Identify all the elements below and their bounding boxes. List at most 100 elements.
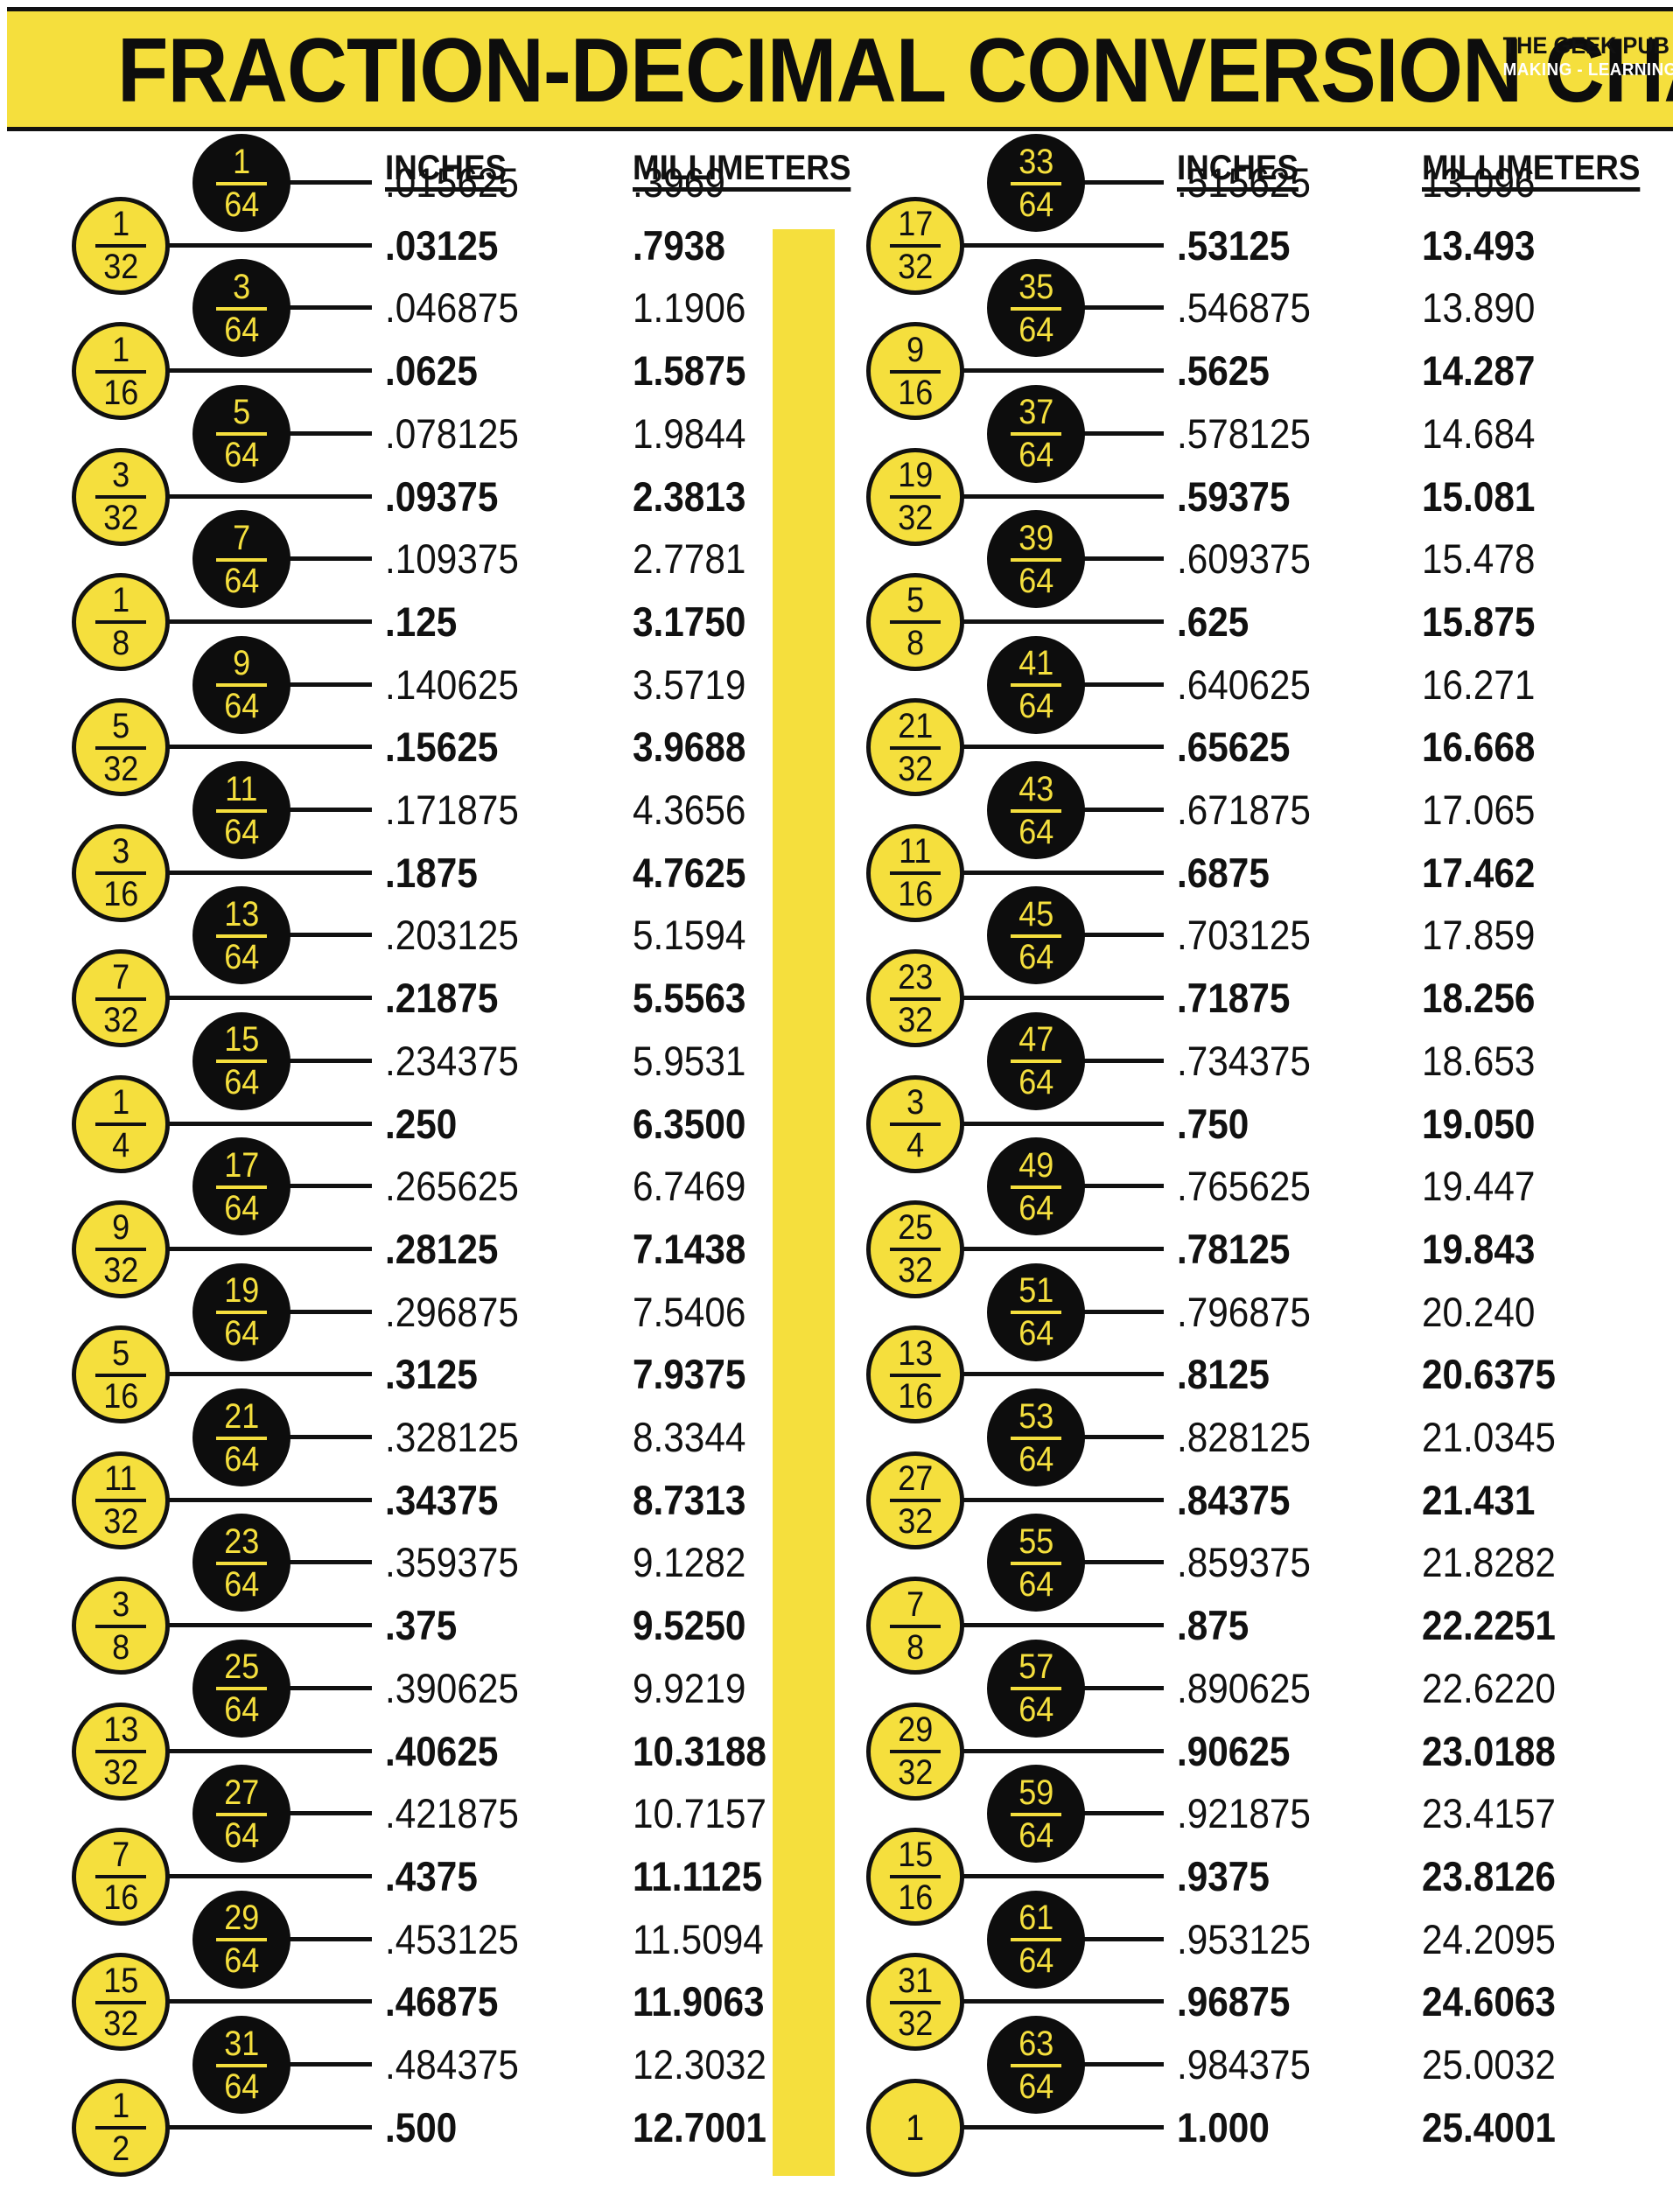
fraction-bubble: 5 16 (72, 1325, 170, 1424)
fraction-bubble: 23 64 (192, 1514, 290, 1612)
fraction-denominator: 32 (102, 499, 139, 537)
fraction-numerator: 17 (223, 1145, 260, 1185)
fraction-bubble: 17 32 (866, 196, 964, 295)
fraction-denominator: 64 (1018, 937, 1054, 976)
fraction-bubble: 13 16 (866, 1325, 964, 1424)
fraction-numerator: 1 (906, 2106, 925, 2148)
inches-value: .734375 (1177, 1037, 1311, 1084)
fraction-denominator: 16 (102, 1376, 139, 1416)
inches-value: .453125 (385, 1915, 519, 1962)
fraction-numerator: 19 (223, 1271, 260, 1311)
fraction-bar (1011, 557, 1061, 562)
inches-value: .140625 (385, 661, 519, 708)
fraction-bubble: 11 32 (72, 1451, 170, 1549)
connector-line (166, 1497, 372, 1502)
inches-value: .28125 (385, 1225, 499, 1272)
inches-value: .1875 (385, 849, 478, 896)
fraction-numerator: 23 (897, 957, 934, 997)
fraction-bubble: 15 64 (192, 1011, 290, 1110)
fraction-denominator: 32 (102, 248, 139, 287)
inches-value: .59375 (1177, 472, 1291, 520)
fraction-denominator: 32 (897, 1753, 934, 1792)
fraction-bar (95, 2000, 146, 2004)
fraction-numerator: 7 (111, 957, 130, 997)
millimeters-value: 3.9688 (633, 724, 746, 771)
inches-value: .8125 (1177, 1351, 1270, 1398)
brand-tagline: MAKING - LEARNING (1502, 59, 1673, 80)
fraction-denominator: 64 (1018, 310, 1054, 349)
connector-line (1082, 933, 1164, 938)
fraction-numerator: 9 (111, 1208, 130, 1248)
fraction-denominator: 32 (102, 1251, 139, 1290)
inches-value: .5625 (1177, 347, 1270, 395)
fraction-denominator: 8 (906, 1627, 925, 1667)
table-row: 25 64.390625 9.9219 (0, 1639, 1680, 1738)
fraction-bar (1011, 1812, 1061, 1816)
fraction-bubble: 1 64 (192, 134, 290, 232)
millimeters-value: 13.890 (1422, 284, 1536, 332)
fraction-bubble: 7 32 (72, 949, 170, 1048)
fraction-bubble: 9 32 (72, 1199, 170, 1298)
fraction-bubble: 9 64 (192, 635, 290, 734)
fraction-bubble: 5 64 (192, 384, 290, 483)
connector-line (287, 180, 372, 185)
fraction-bubble: 13 64 (192, 886, 290, 985)
table-row: 47 64.734375 18.653 (0, 1011, 1680, 1110)
fraction-denominator: 32 (897, 1000, 934, 1039)
table-row: 11 64.171875 4.3656 (0, 761, 1680, 859)
millimeters-value: 13.096 (1422, 159, 1536, 206)
connector-line (961, 368, 1164, 374)
millimeters-value: 10.3188 (633, 1727, 766, 1774)
connector-line (961, 493, 1164, 499)
connector-line (1082, 2062, 1164, 2067)
fraction-numerator: 9 (232, 644, 251, 683)
fraction-bubble: 3 16 (72, 823, 170, 922)
fraction-denominator: 64 (223, 1941, 260, 1981)
fraction-denominator: 64 (223, 436, 260, 475)
fraction-numerator: 27 (897, 1459, 934, 1499)
fraction-numerator: 15 (223, 1020, 260, 1060)
inches-value: .546875 (1177, 284, 1311, 332)
table-row: 27 32.84375 21.431 (0, 1451, 1680, 1549)
fraction-bar (890, 1373, 941, 1377)
fraction-numerator: 57 (1018, 1647, 1054, 1687)
fraction-bubble: 25 32 (866, 1199, 964, 1298)
fraction-bar (890, 244, 941, 248)
connector-line (287, 556, 372, 562)
fraction-denominator: 32 (897, 1251, 934, 1290)
fraction-bar (216, 1561, 267, 1565)
fraction-denominator: 32 (102, 1502, 139, 1542)
fraction-bubble: 31 64 (192, 2016, 290, 2114)
fraction-bubble: 7 16 (72, 1827, 170, 1926)
inches-value: .3125 (385, 1351, 478, 1398)
fraction-bar (1011, 1938, 1061, 1942)
fraction-denominator: 64 (1018, 1815, 1054, 1855)
inches-value: .4375 (385, 1852, 478, 1899)
table-row: 7 16.4375 11.1125 (0, 1827, 1680, 1926)
inches-value: .250 (385, 1100, 458, 1147)
table-row: 3 64.046875 1.1906 (0, 259, 1680, 358)
fraction-numerator: 43 (1018, 769, 1054, 808)
fraction-bubble: 11 16 (866, 823, 964, 922)
inches-value: .078125 (385, 409, 519, 457)
millimeters-value: 1.1906 (633, 284, 746, 332)
connector-line (287, 1058, 372, 1063)
column-header-millimeters-right: MILLIMETERS (1422, 150, 1641, 192)
fraction-bar (890, 2000, 941, 2004)
fraction-numerator: 49 (1018, 1145, 1054, 1185)
table-row: 61 64.953125 24.2095 (0, 1890, 1680, 1989)
millimeters-value: 5.9531 (633, 1037, 746, 1084)
connector-line (961, 242, 1164, 248)
connector-line (1082, 430, 1164, 436)
fraction-numerator: 15 (897, 1836, 934, 1875)
table-row: 1 16.0625 1.5875 (0, 322, 1680, 421)
table-row: 5 32.15625 3.9688 (0, 698, 1680, 797)
fraction-denominator: 64 (223, 1063, 260, 1102)
millimeters-value: 18.256 (1422, 975, 1536, 1022)
table-row: 9 16.5625 14.287 (0, 322, 1680, 421)
fraction-bubble: 29 32 (866, 1702, 964, 1801)
fraction-bubble: 27 32 (866, 1451, 964, 1549)
fraction-bar (1011, 934, 1061, 938)
